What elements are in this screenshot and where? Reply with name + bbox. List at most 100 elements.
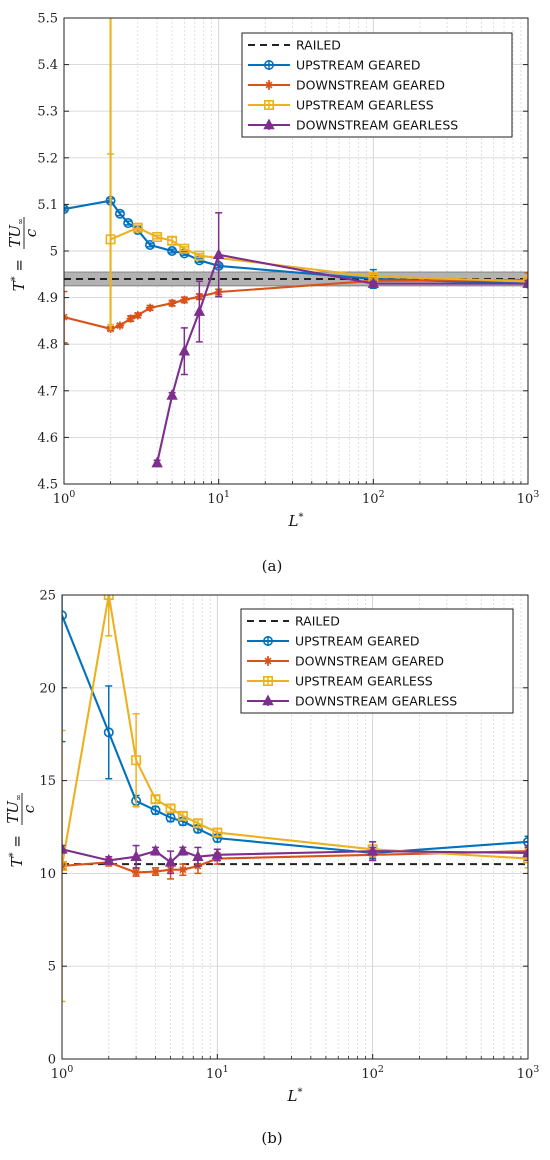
- legend-marker: [263, 118, 275, 130]
- chart-panel-a: 4.5 4.6 4.7 4.8 4.9 5 5.1 5.2 5.3 5.4 5.5 100 101 102…: [6, 12, 539, 531]
- series-line: [62, 615, 528, 855]
- y-tick-label: 5.4: [37, 58, 58, 73]
- legend: RAILED UPSTREAM GEARED DOWNSTREAM GEARED UP…: [241, 32, 513, 138]
- data-point: [149, 844, 162, 856]
- y-tick-label: 4.5: [37, 478, 58, 493]
- data-point: [114, 208, 125, 219]
- data-point: [131, 755, 142, 766]
- legend-marker: [263, 100, 274, 111]
- legend-label: UPSTREAM GEARED: [295, 634, 420, 649]
- data-point: [132, 222, 143, 233]
- svg-text:TU∞: TU∞: [6, 218, 25, 247]
- y-axis-label: T* = TU∞c: [6, 217, 40, 291]
- series-upstream-geared: [62, 595, 528, 860]
- data-point: [179, 243, 190, 254]
- y-tick-label: 5.2: [37, 151, 58, 166]
- y-tick-label: 5: [50, 245, 58, 260]
- series-line: [62, 850, 528, 874]
- legend-marker: [262, 635, 273, 646]
- y-tick-label: 5.3: [37, 105, 58, 120]
- legend-label: UPSTREAM GEARED: [296, 58, 421, 73]
- data-point: [62, 610, 67, 621]
- data-point: [522, 846, 528, 858]
- data-point: [165, 812, 176, 823]
- legend-entry: RAILED: [248, 38, 341, 53]
- y-tick-label: 10: [39, 867, 56, 882]
- svg-text:c: c: [20, 804, 38, 813]
- series-downstream-gearless: [151, 212, 528, 468]
- data-point: [62, 842, 68, 854]
- y-tick-label: 15: [39, 774, 56, 789]
- data-point: [522, 277, 528, 288]
- legend-entry: UPSTREAM GEARLESS: [247, 674, 433, 689]
- chart-panel-b: 0 5 10 15 20 25 100 101 102 103 L* T* = TU∞c RAILED UP…: [4, 589, 540, 1106]
- series-line: [110, 226, 528, 283]
- data-point: [167, 246, 178, 257]
- y-tick-label: 4.9: [37, 291, 58, 306]
- data-point: [177, 844, 189, 856]
- legend-label: DOWNSTREAM GEARED: [295, 654, 444, 669]
- data-point: [192, 850, 204, 861]
- data-point: [367, 277, 380, 288]
- caption-a: (a): [262, 557, 283, 575]
- legend-label: DOWNSTREAM GEARED: [296, 78, 445, 93]
- axes-frame: [61, 594, 529, 1060]
- svg-text:TU∞: TU∞: [4, 794, 23, 823]
- data-point: [166, 388, 178, 400]
- legend-entry: RAILED: [247, 614, 340, 629]
- data-point: [150, 794, 161, 805]
- data-point: [145, 303, 155, 313]
- data-point: [133, 311, 142, 320]
- legend: RAILED UPSTREAM GEARED DOWNSTREAM GEARED UP…: [240, 608, 514, 714]
- data-point: [115, 321, 125, 330]
- legend-marker: [262, 694, 274, 706]
- data-point: [178, 344, 191, 356]
- x-tick-label: 100: [51, 1064, 74, 1082]
- data-point: [177, 810, 188, 821]
- y-tick-label: 5.5: [37, 12, 58, 27]
- legend-marker: [263, 59, 274, 70]
- series-downstream-gearless: [62, 841, 528, 875]
- y-tick-label: 4.6: [37, 431, 58, 446]
- y-tick-label: 20: [39, 681, 56, 696]
- svg-text:c: c: [22, 228, 40, 237]
- data-point: [103, 595, 114, 600]
- data-point: [152, 232, 163, 243]
- data-point: [194, 250, 205, 261]
- series-layer: [64, 18, 528, 468]
- x-tick-label: 103: [517, 1064, 540, 1082]
- legend-label: DOWNSTREAM GEARLESS: [296, 118, 458, 133]
- y-tick-label: 4.7: [37, 384, 58, 399]
- data-point: [123, 218, 134, 229]
- y-tick-label: 4.8: [37, 338, 58, 353]
- data-point: [180, 295, 189, 305]
- legend-label: RAILED: [295, 614, 340, 629]
- x-tick-label: 101: [206, 1064, 229, 1082]
- data-point: [167, 298, 177, 308]
- legend-entry: DOWNSTREAM GEARED: [248, 78, 445, 93]
- data-point: [164, 855, 177, 867]
- data-point: [151, 456, 163, 468]
- data-point: [103, 853, 115, 865]
- data-point: [178, 865, 188, 874]
- data-point: [130, 850, 142, 861]
- x-tick-label: 100: [53, 489, 76, 507]
- legend-marker: [264, 80, 274, 90]
- series-line: [62, 848, 528, 864]
- data-point: [126, 314, 135, 323]
- y-tick-label: 5.1: [37, 198, 58, 213]
- x-tick-label: 102: [361, 1064, 384, 1082]
- caption-b: (b): [261, 1129, 282, 1147]
- data-point: [131, 868, 141, 877]
- y-axis-label: T* = TU∞c: [4, 793, 38, 867]
- legend-entry: DOWNSTREAM GEARLESS: [247, 694, 457, 709]
- data-point: [103, 727, 114, 738]
- svg-text:T* =: T* =: [8, 835, 26, 867]
- x-axis-label: L*: [287, 1087, 303, 1105]
- data-point: [192, 818, 203, 829]
- x-tick-label: 102: [362, 489, 385, 507]
- data-point: [64, 204, 69, 215]
- x-tick-label: 101: [207, 489, 230, 507]
- legend-label: UPSTREAM GEARLESS: [295, 674, 433, 689]
